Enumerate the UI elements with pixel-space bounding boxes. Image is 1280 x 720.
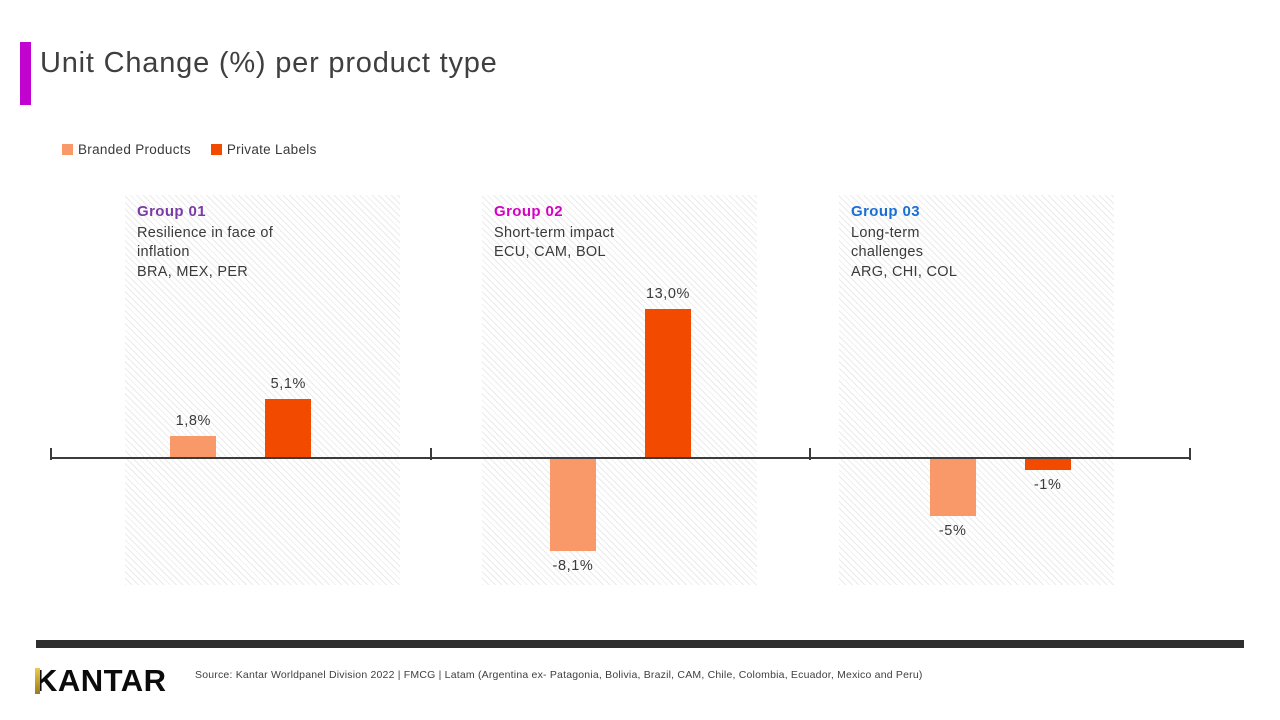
kantar-logo: KANTAR — [35, 663, 167, 699]
group-title: Group 02 — [494, 203, 564, 220]
group-text-block: Group 03 Long-term challenges ARG, CHI, … — [851, 202, 957, 282]
kantar-logo-gold-bar-icon — [35, 668, 40, 694]
group-panel-03: Group 03 Long-term challenges ARG, CHI, … — [839, 195, 1114, 585]
chart-legend: Branded Products Private Labels — [62, 142, 317, 157]
page-title: Unit Change (%) per product type — [40, 47, 498, 79]
footer-divider-bar — [36, 640, 1244, 648]
legend-item-branded: Branded Products — [62, 142, 191, 157]
group-countries: ARG, CHI, COL — [851, 263, 958, 280]
group-desc-line: Resilience in face of — [137, 224, 274, 241]
axis-tick — [429, 448, 432, 460]
group-title: Group 01 — [137, 203, 207, 220]
group-title: Group 03 — [851, 203, 921, 220]
private-swatch-icon — [210, 144, 222, 155]
group-countries: BRA, MEX, PER — [137, 263, 249, 280]
group-panel-02: Group 02 Short-term impact ECU, CAM, BOL — [482, 195, 757, 585]
axis-tick — [1189, 448, 1191, 460]
title-accent-bar — [20, 42, 31, 105]
legend-item-private: Private Labels — [210, 142, 317, 157]
branded-swatch-icon — [62, 144, 73, 155]
group-text-block: Group 02 Short-term impact ECU, CAM, BOL — [494, 202, 614, 263]
group-desc-line: challenges — [851, 244, 924, 260]
legend-label: Branded Products — [78, 142, 191, 157]
legend-label: Private Labels — [226, 142, 317, 157]
group-desc-line: Short-term impact — [494, 224, 615, 241]
group-countries: ECU, CAM, BOL — [494, 244, 606, 260]
source-note: Source: Kantar Worldpanel Division 2022 … — [195, 669, 923, 681]
group-desc-line: Long-term — [851, 224, 920, 241]
group-desc-line: inflation — [137, 244, 190, 260]
axis-tick — [50, 448, 52, 460]
group-text-block: Group 01 Resilience in face of inflation… — [137, 202, 273, 282]
kantar-logo-text: KANTAR — [35, 663, 167, 698]
group-panel-01: Group 01 Resilience in face of inflation… — [125, 195, 400, 585]
axis-tick — [809, 448, 812, 460]
